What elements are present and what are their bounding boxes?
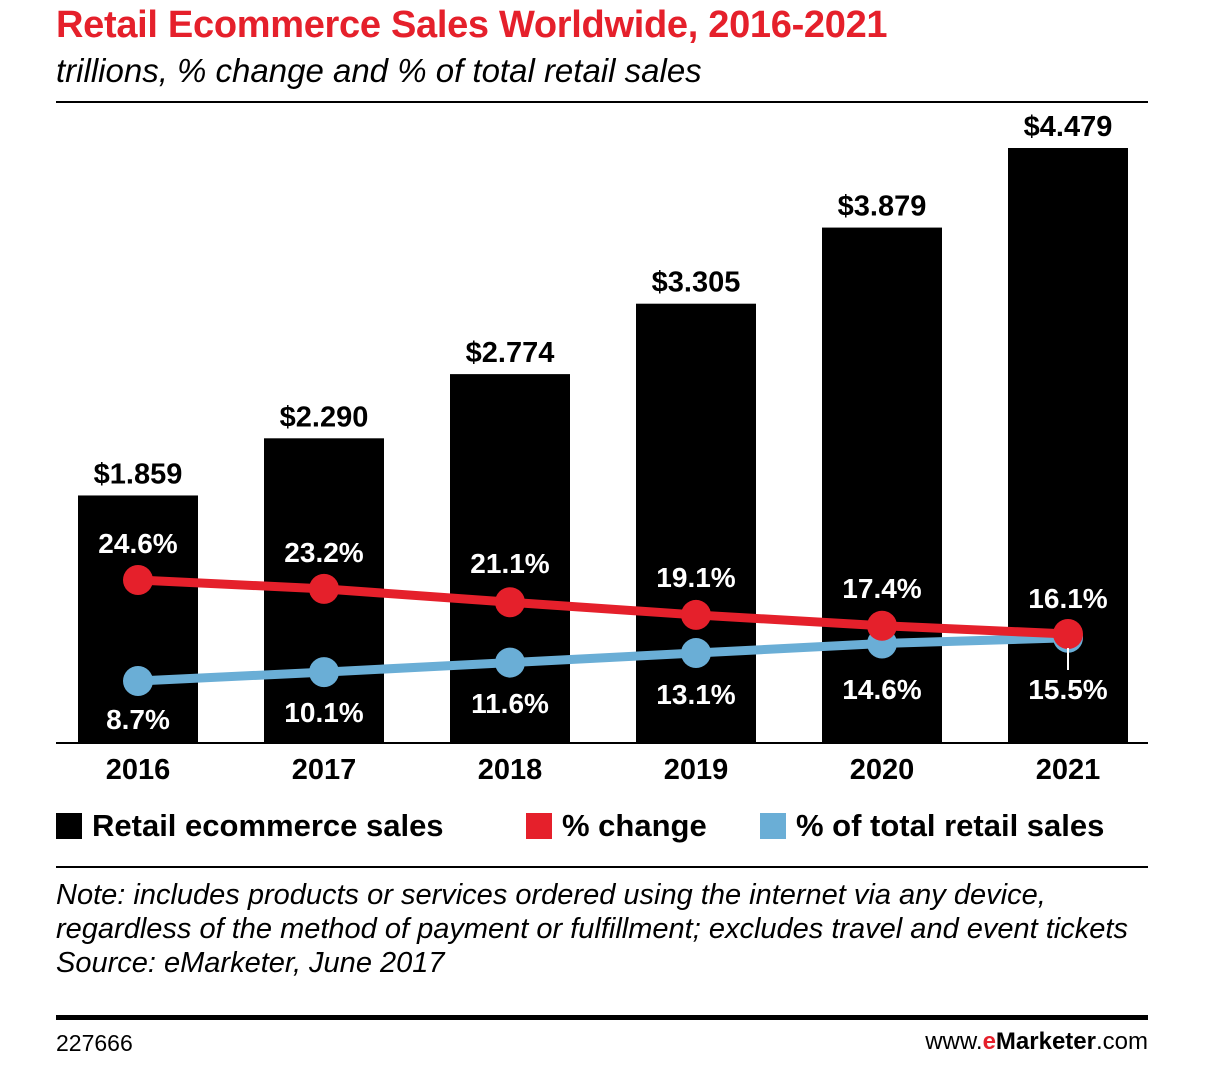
brand-prefix: www.	[925, 1028, 983, 1055]
share-point-2018	[495, 647, 525, 678]
change-point-2021	[1053, 618, 1083, 649]
legend-label-change: % change	[562, 808, 707, 843]
change-line	[137, 575, 1069, 639]
change-label-2020: 17.4%	[842, 573, 921, 604]
note: Note: includes products or services orde…	[56, 878, 1156, 980]
change-label-2017: 23.2%	[284, 537, 363, 568]
bar-2019	[636, 303, 756, 742]
legend-swatch-sales	[56, 813, 82, 839]
source-text: Source: eMarketer, June 2017	[56, 947, 445, 979]
share-point-2017	[309, 657, 339, 688]
x-tick-label-2020: 2020	[850, 754, 915, 786]
legend-label-share: % of total retail sales	[796, 808, 1105, 843]
bar-2018	[450, 374, 570, 742]
bar-2020	[822, 227, 942, 742]
brand-suffix: .com	[1095, 1028, 1148, 1055]
top-rule	[56, 101, 1148, 103]
change-point-2016	[123, 565, 153, 595]
chart-subtitle: trillions, % change and % of total retai…	[56, 52, 702, 89]
share-point-2016	[123, 666, 153, 696]
change-label-2018: 21.1%	[470, 548, 549, 579]
change-label-2016: 24.6%	[98, 528, 177, 559]
x-tick-label-2021: 2021	[1036, 754, 1101, 786]
lines-layer	[123, 565, 1083, 696]
share-point-2019	[681, 638, 711, 669]
bottom-rule	[56, 1015, 1148, 1020]
share-label-2020: 14.6%	[842, 674, 921, 705]
chart-title: Retail Ecommerce Sales Worldwide, 2016-2…	[56, 4, 888, 46]
note-text: Note: includes products or services orde…	[56, 879, 1128, 945]
labels-layer: $1.859 $2.290 $2.774 $3.305 $3.879 $4.479 2016…	[94, 111, 1113, 786]
share-label-2019: 13.1%	[656, 679, 735, 710]
legend-item-sales: Retail ecommerce sales	[56, 802, 444, 850]
bar-value-label-2016: $1.859	[94, 458, 183, 490]
bar-value-label-2021: $4.479	[1024, 111, 1113, 143]
legend-item-share: % of total retail sales	[760, 802, 1104, 850]
bar-value-label-2020: $3.879	[838, 191, 927, 223]
bar-value-label-2017: $2.290	[280, 401, 369, 433]
x-tick-label-2019: 2019	[664, 754, 729, 786]
brand-name: Marketer	[995, 1028, 1096, 1055]
bar-2016	[78, 495, 198, 742]
brand-url[interactable]: www.eMarketer.com	[925, 1028, 1148, 1056]
bars-layer	[56, 148, 1148, 744]
bar-value-label-2018: $2.774	[466, 337, 555, 369]
bar-value-label-2019: $3.305	[652, 267, 741, 299]
legend-swatch-change	[526, 813, 552, 839]
x-tick-label-2016: 2016	[106, 754, 171, 786]
chart: $1.859 $2.290 $2.774 $3.305 $3.879 $4.479 2016…	[56, 111, 1148, 786]
x-tick-label-2017: 2017	[292, 754, 357, 786]
note-rule	[56, 866, 1148, 868]
share-label-2017: 10.1%	[284, 697, 363, 728]
change-label-2021: 16.1%	[1028, 583, 1107, 614]
change-point-2020	[867, 610, 897, 641]
legend-swatch-share	[760, 813, 786, 839]
change-point-2017	[309, 573, 339, 604]
share-label-2021: 15.5%	[1028, 674, 1107, 705]
share-label-2018: 11.6%	[471, 688, 549, 719]
x-tick-label-2018: 2018	[478, 754, 543, 786]
change-point-2019	[681, 599, 711, 630]
legend-label-sales: Retail ecommerce sales	[92, 808, 444, 843]
brand-e: e	[982, 1028, 996, 1055]
legend: Retail ecommerce sales % change % of tot…	[56, 802, 1156, 850]
share-label-2016: 8.7%	[106, 704, 170, 735]
chart-id: 227666	[56, 1030, 133, 1056]
change-point-2018	[495, 587, 525, 618]
legend-item-change: % change	[526, 802, 707, 850]
share-line	[137, 633, 1069, 686]
change-label-2019: 19.1%	[656, 562, 735, 593]
